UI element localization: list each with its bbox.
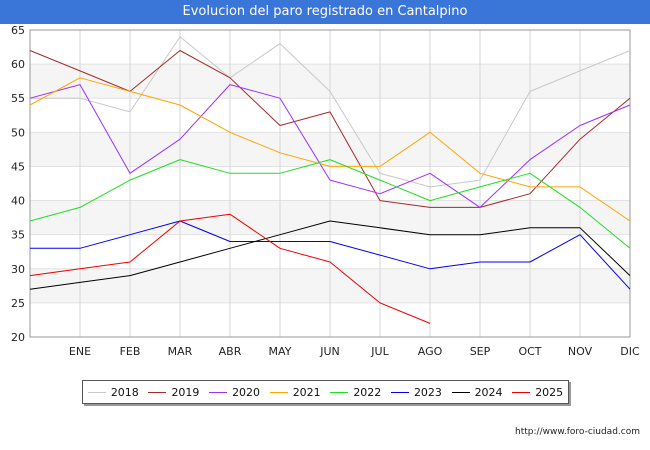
- legend-item-2024: 2024: [451, 385, 503, 399]
- y-tick-label: 30: [11, 263, 25, 276]
- x-tick-label: MAY: [269, 345, 292, 358]
- legend-swatch: [390, 391, 409, 393]
- legend-swatch: [330, 391, 349, 393]
- legend-item-2025: 2025: [512, 386, 563, 399]
- legend-item-2019: 2019: [148, 386, 199, 399]
- chart-title: Evolucion del paro registrado en Cantalp…: [0, 0, 650, 24]
- legend-swatch: [269, 391, 288, 393]
- x-tick-label: NOV: [568, 345, 593, 358]
- x-tick-label: AGO: [418, 345, 443, 358]
- x-tick-label: SEP: [470, 345, 491, 358]
- legend-item-2021: 2021: [269, 385, 321, 399]
- legend-label: 2023: [413, 385, 442, 399]
- y-tick-label: 65: [11, 24, 25, 37]
- legend-label: 2019: [171, 385, 200, 399]
- legend-swatch: [451, 391, 470, 393]
- x-tick-label: ENE: [69, 345, 91, 358]
- legend-swatch: [512, 391, 531, 393]
- plot-border: [29, 29, 631, 338]
- legend-label: 2022: [353, 385, 382, 399]
- y-tick-label: 45: [11, 160, 25, 173]
- legend-swatch: [148, 391, 167, 393]
- legend-item-2018: 2018: [87, 385, 139, 399]
- series-line-2018: [30, 36, 631, 188]
- y-tick-label: 20: [11, 331, 25, 344]
- series-line-2024: [29, 220, 631, 290]
- y-tick-label: 55: [11, 92, 25, 105]
- y-tick-label: 50: [11, 126, 25, 139]
- legend-label: 2025: [535, 385, 564, 399]
- legend-swatch: [209, 391, 228, 393]
- series-line-2020: [29, 84, 631, 208]
- series-line-2025: [29, 213, 431, 324]
- x-tick-label: JUL: [370, 345, 389, 358]
- legend-item-2023: 2023: [390, 385, 442, 399]
- legend-label: 2021: [292, 385, 321, 399]
- y-tick-label: 35: [11, 229, 25, 242]
- x-tick-label: OCT: [518, 345, 541, 358]
- legend-label: 2020: [232, 385, 261, 399]
- series-line-2023: [30, 220, 631, 290]
- x-tick-label: DIC: [620, 345, 640, 358]
- legend-label: 2018: [110, 385, 139, 399]
- x-tick-label: MAR: [168, 345, 193, 358]
- y-tick-label: 25: [11, 297, 25, 310]
- y-tick-label: 60: [11, 58, 25, 71]
- legend: 2018 2019 2020 2021 2022 2023 2024 2025: [82, 380, 569, 404]
- x-tick-label: FEB: [120, 345, 141, 358]
- legend-label: 2024: [474, 385, 503, 399]
- x-tick-label: ABR: [219, 345, 242, 358]
- x-tick-label: JUN: [319, 345, 340, 358]
- series-line-2021: [29, 77, 631, 222]
- legend-item-2022: 2022: [330, 386, 381, 399]
- series-line-2022: [29, 159, 631, 249]
- legend-swatch: [87, 391, 106, 393]
- source-credit: http://www.foro-ciudad.com: [515, 427, 640, 437]
- y-tick-label: 40: [11, 195, 25, 208]
- legend-item-2020: 2020: [209, 386, 260, 399]
